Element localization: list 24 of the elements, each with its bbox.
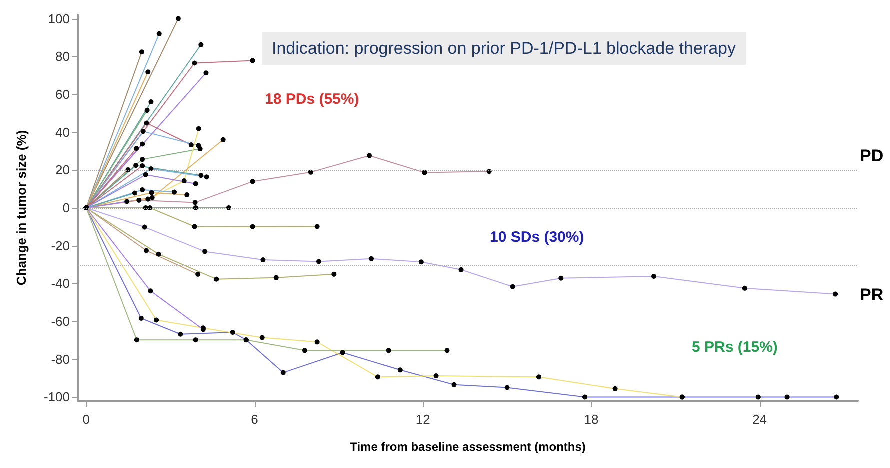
x-tick-label: 0 bbox=[82, 412, 90, 427]
y-tick-label: -80 bbox=[51, 352, 70, 367]
y-tick-label: 80 bbox=[56, 49, 70, 64]
ref-line-label: PR bbox=[860, 285, 884, 304]
y-axis-title: Change in tumor size (%) bbox=[14, 130, 29, 286]
ref-line-label: PD bbox=[860, 146, 884, 166]
y-tick-label: 0 bbox=[62, 200, 70, 216]
y-tick-label: 100 bbox=[48, 11, 70, 26]
y-tick-label: -100 bbox=[44, 390, 70, 405]
annotation: 10 SDs (30%) bbox=[490, 229, 584, 246]
y-tick-label: -40 bbox=[51, 276, 70, 292]
x-tick-label: 18 bbox=[584, 412, 599, 427]
y-tick-label: -60 bbox=[51, 314, 70, 330]
y-tick-label: 20 bbox=[56, 162, 70, 178]
annotation: 18 PDs (55%) bbox=[265, 91, 360, 108]
annotation: 5 PRs (15%) bbox=[692, 339, 778, 356]
x-tick-label: 12 bbox=[416, 412, 430, 427]
y-tick-label: 60 bbox=[56, 86, 70, 102]
x-tick-label: 6 bbox=[251, 412, 258, 427]
y-tick-label: 40 bbox=[56, 124, 70, 140]
annotation: Indication: progression on prior PD-1/PD-L1 blockade therapy bbox=[272, 39, 736, 58]
x-tick-label: 24 bbox=[752, 412, 768, 427]
y-tick-label: -20 bbox=[51, 238, 70, 254]
x-axis-title: Time from baseline assessment (months) bbox=[350, 440, 586, 454]
